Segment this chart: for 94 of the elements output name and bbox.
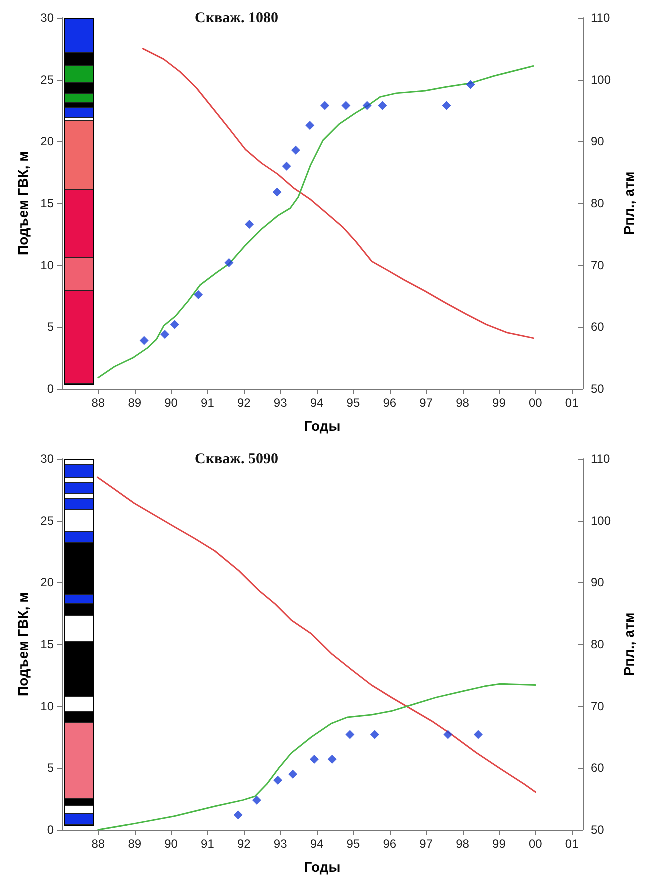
x-tick-label: 89 [128, 396, 142, 410]
line-series [98, 683, 536, 831]
x-tick-label: 93 [274, 837, 288, 851]
y2-tick-label: 100 [591, 514, 612, 528]
x-tick-label: 92 [237, 396, 252, 410]
x-tick-label: 91 [201, 837, 215, 851]
x-tick-label: 88 [92, 837, 106, 851]
point [274, 776, 283, 786]
x-tick-label: 00 [528, 837, 543, 851]
point [320, 101, 330, 110]
y2-tick-label: 110 [591, 452, 610, 466]
y-tick-label: 30 [40, 452, 54, 466]
x-tick-label: 98 [456, 837, 470, 851]
point [272, 188, 282, 197]
y-tick-label: 15 [40, 638, 54, 652]
y2-tick-label: 50 [591, 823, 605, 837]
y2-tick-label: 90 [591, 576, 605, 590]
x-axis-title: Годы [304, 418, 341, 434]
point [194, 290, 204, 300]
y2-tick-label: 110 [591, 11, 610, 25]
point [442, 101, 452, 110]
y-axis-title: Подъем ГВК, м [14, 152, 31, 256]
y-tick-label: 15 [40, 196, 54, 210]
chart-title: Скваж. 1080 [195, 10, 278, 26]
y-tick-label: 0 [47, 823, 54, 837]
x-tick-label: 01 [565, 396, 580, 410]
point [234, 810, 243, 820]
x-tick-label: 98 [456, 396, 470, 410]
y2-tick-label: 90 [591, 134, 605, 149]
y2-tick-label: 70 [591, 258, 605, 272]
line-series [96, 476, 536, 794]
chart-title: Скваж. 5090 [195, 452, 278, 468]
y-tick-label: 10 [40, 699, 54, 714]
y-tick-label: 30 [40, 11, 54, 25]
y2-tick-label: 100 [591, 72, 612, 87]
point [328, 755, 337, 764]
point [378, 101, 388, 110]
line-series [142, 48, 534, 340]
y2-axis-title: Рпл., атм [620, 612, 637, 676]
y-axis-title: Подъем ГВК, м [14, 592, 31, 696]
point [160, 330, 170, 340]
point [224, 258, 234, 268]
point [346, 730, 355, 740]
x-tick-label: 91 [201, 396, 215, 410]
y2-tick-label: 70 [591, 699, 605, 714]
x-tick-label: 90 [164, 837, 178, 851]
point [310, 755, 319, 764]
point [245, 220, 254, 230]
y-tick-label: 5 [47, 761, 54, 776]
y-tick-label: 20 [40, 576, 54, 590]
point [282, 162, 292, 171]
x-tick-label: 90 [164, 396, 178, 410]
y2-axis-title: Рпл., атм [620, 172, 637, 236]
point [288, 770, 298, 779]
x-tick-label: 97 [420, 396, 434, 410]
x-tick-label: 00 [528, 396, 543, 410]
y2-tick-label: 80 [591, 638, 605, 652]
x-tick-label: 96 [383, 837, 397, 851]
point [170, 320, 180, 330]
x-tick-label: 94 [310, 837, 324, 851]
point [370, 730, 380, 740]
y-tick-label: 0 [47, 382, 54, 396]
point [444, 730, 453, 740]
x-tick-label: 95 [346, 837, 360, 851]
y-tick-label: 20 [40, 134, 54, 149]
point [466, 80, 476, 90]
y2-tick-label: 60 [591, 761, 605, 776]
x-tick-label: 93 [274, 396, 288, 410]
x-tick-label: 96 [383, 396, 397, 410]
x-tick-label: 89 [128, 837, 142, 851]
point [362, 101, 372, 110]
x-tick-label: 97 [420, 837, 434, 851]
y2-tick-label: 60 [591, 320, 605, 334]
y-tick-label: 10 [40, 258, 54, 272]
line-series [98, 65, 534, 379]
point [306, 121, 315, 130]
point [342, 101, 351, 110]
y2-tick-label: 80 [591, 196, 605, 210]
x-tick-label: 94 [310, 396, 324, 410]
x-tick-label: 99 [492, 396, 506, 410]
point [291, 146, 300, 155]
x-tick-label: 88 [92, 396, 106, 410]
y-tick-label: 25 [40, 514, 54, 528]
x-tick-label: 99 [492, 837, 506, 851]
y-tick-label: 5 [47, 320, 54, 334]
y-tick-label: 25 [40, 72, 54, 87]
point [252, 796, 262, 805]
x-axis-title: Годы [304, 859, 341, 875]
point [140, 336, 149, 346]
point [474, 730, 483, 740]
y2-tick-label: 50 [591, 382, 605, 396]
x-tick-label: 92 [237, 837, 252, 851]
x-tick-label: 95 [346, 396, 360, 410]
x-tick-label: 01 [565, 837, 580, 851]
